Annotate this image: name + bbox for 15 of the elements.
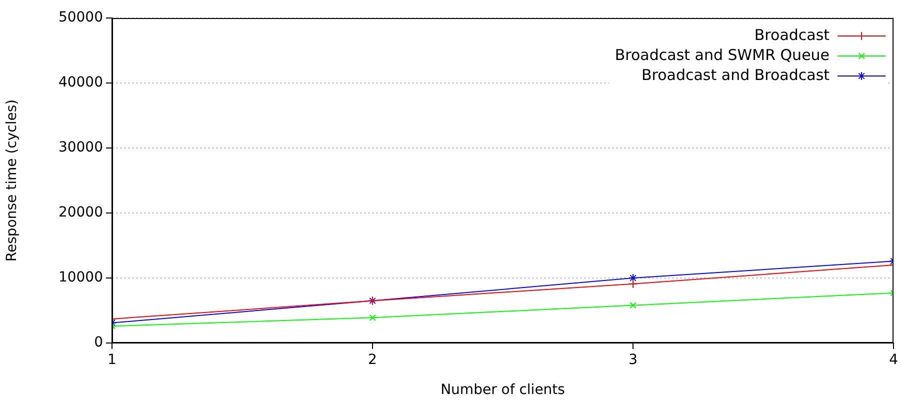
legend-label: Broadcast xyxy=(754,26,830,44)
y-axis-title: Response time (cycles) xyxy=(4,99,20,262)
x-tick-label: 3 xyxy=(628,352,638,368)
x-tick-label: 4 xyxy=(889,352,898,368)
y-tick-label: 10000 xyxy=(58,270,103,286)
x-axis-title: Number of clients xyxy=(440,382,565,398)
legend-label: Broadcast and SWMR Queue xyxy=(614,46,830,64)
x-tick-label: 2 xyxy=(368,352,377,368)
y-tick-label: 0 xyxy=(94,334,103,351)
y-tick-label: 50000 xyxy=(58,10,103,26)
y-tick-label: 20000 xyxy=(58,204,103,221)
legend-label: Broadcast and Broadcast xyxy=(641,66,830,84)
x-tick-label: 1 xyxy=(108,352,116,368)
y-tick-label: 30000 xyxy=(58,140,103,156)
y-tick-label: 40000 xyxy=(58,74,103,91)
